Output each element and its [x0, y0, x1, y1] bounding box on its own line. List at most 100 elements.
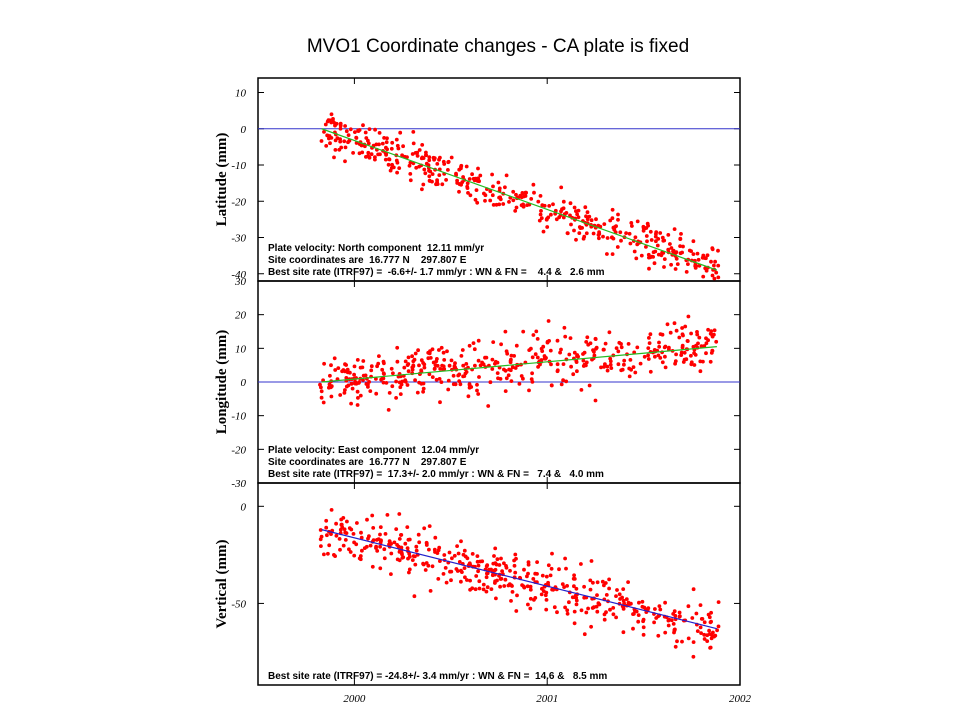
data-point-latitude [629, 221, 634, 225]
data-point-latitude [523, 194, 528, 198]
data-point-vertical [698, 625, 703, 630]
data-point-vertical [355, 521, 359, 525]
data-point-latitude [538, 194, 543, 198]
data-point-latitude [366, 141, 371, 146]
data-point-longitude [531, 333, 536, 337]
data-point-vertical [329, 508, 334, 512]
data-point-longitude [421, 386, 426, 391]
data-point-longitude [579, 388, 584, 392]
data-point-latitude [382, 136, 386, 140]
data-point-longitude [464, 362, 469, 366]
data-point-longitude [466, 394, 471, 399]
data-point-vertical [456, 551, 461, 556]
data-point-vertical [444, 580, 449, 585]
data-point-vertical [508, 568, 512, 573]
data-point-latitude [645, 221, 650, 226]
data-point-vertical [324, 525, 329, 530]
data-point-latitude [366, 150, 371, 155]
data-point-vertical [436, 577, 441, 581]
data-point-vertical [465, 578, 469, 582]
data-point-longitude [663, 354, 667, 359]
data-point-latitude [466, 191, 470, 195]
data-point-vertical [463, 554, 468, 559]
data-point-vertical [640, 599, 645, 604]
data-point-vertical [582, 584, 586, 589]
data-point-vertical [611, 606, 616, 610]
data-point-vertical [522, 567, 526, 572]
data-point-vertical [344, 531, 349, 535]
data-point-vertical [452, 553, 457, 558]
data-point-vertical [672, 627, 677, 632]
data-point-vertical [504, 564, 508, 568]
data-point-latitude [653, 234, 658, 239]
data-point-longitude [343, 362, 347, 367]
data-point-longitude [512, 354, 516, 358]
data-point-vertical [437, 545, 442, 550]
data-point-latitude [389, 146, 394, 151]
data-point-longitude [417, 363, 421, 368]
data-point-latitude [344, 129, 349, 134]
data-point-longitude [548, 348, 553, 353]
data-point-vertical [677, 610, 682, 615]
data-point-longitude [544, 356, 548, 360]
data-point-longitude [381, 371, 386, 376]
data-point-longitude [679, 350, 684, 355]
data-point-vertical [574, 586, 579, 591]
data-point-longitude [439, 345, 444, 350]
data-point-vertical [378, 566, 383, 571]
data-point-latitude [437, 173, 442, 178]
data-point-latitude [421, 182, 426, 187]
data-point-vertical [423, 568, 428, 572]
data-point-longitude [490, 357, 495, 362]
data-point-vertical [528, 596, 533, 601]
data-point-latitude [583, 205, 588, 210]
data-point-longitude [460, 348, 465, 352]
data-point-vertical [594, 604, 599, 609]
data-point-vertical [430, 564, 435, 569]
data-point-latitude [435, 162, 440, 166]
data-point-vertical [528, 584, 533, 589]
y-tick-label-longitude: -10 [231, 411, 246, 423]
data-point-vertical [396, 544, 401, 549]
data-point-longitude [510, 365, 515, 370]
data-point-vertical [544, 574, 549, 579]
data-point-vertical [348, 550, 353, 554]
data-point-vertical [468, 578, 472, 583]
data-point-vertical [347, 547, 351, 552]
data-point-vertical [595, 580, 600, 585]
data-point-latitude [669, 246, 674, 250]
data-point-latitude [323, 122, 328, 127]
data-point-vertical [702, 632, 707, 637]
data-point-latitude [424, 150, 428, 155]
data-point-latitude [675, 262, 680, 266]
data-point-vertical [457, 560, 462, 564]
data-point-longitude [403, 379, 408, 384]
data-point-longitude [647, 336, 651, 340]
data-point-vertical [544, 607, 549, 612]
data-point-longitude [459, 354, 464, 358]
data-point-latitude [704, 256, 708, 261]
data-point-longitude [697, 335, 702, 340]
data-point-latitude [408, 178, 413, 183]
data-point-vertical [507, 582, 512, 587]
data-point-latitude [529, 197, 534, 201]
data-point-latitude [666, 233, 671, 237]
data-point-longitude [686, 314, 691, 319]
data-point-longitude [530, 380, 535, 384]
data-point-vertical [571, 576, 576, 581]
data-point-vertical [626, 580, 630, 584]
data-point-vertical [699, 631, 703, 635]
data-point-vertical [333, 554, 337, 558]
data-point-longitude [555, 338, 560, 343]
panel-longitude: 30 20 10 0 -10 -20 -30 Longitude (mm) Plate velo… [214, 276, 741, 490]
data-point-longitude [517, 382, 522, 386]
data-point-longitude [390, 384, 395, 389]
data-point-vertical [565, 584, 569, 588]
data-point-latitude [397, 166, 402, 171]
data-point-vertical [477, 579, 482, 584]
data-point-latitude [444, 178, 448, 182]
data-point-latitude [385, 136, 389, 141]
data-point-vertical [427, 524, 432, 528]
trend-line-longitude [321, 346, 717, 383]
data-point-latitude [618, 230, 623, 235]
